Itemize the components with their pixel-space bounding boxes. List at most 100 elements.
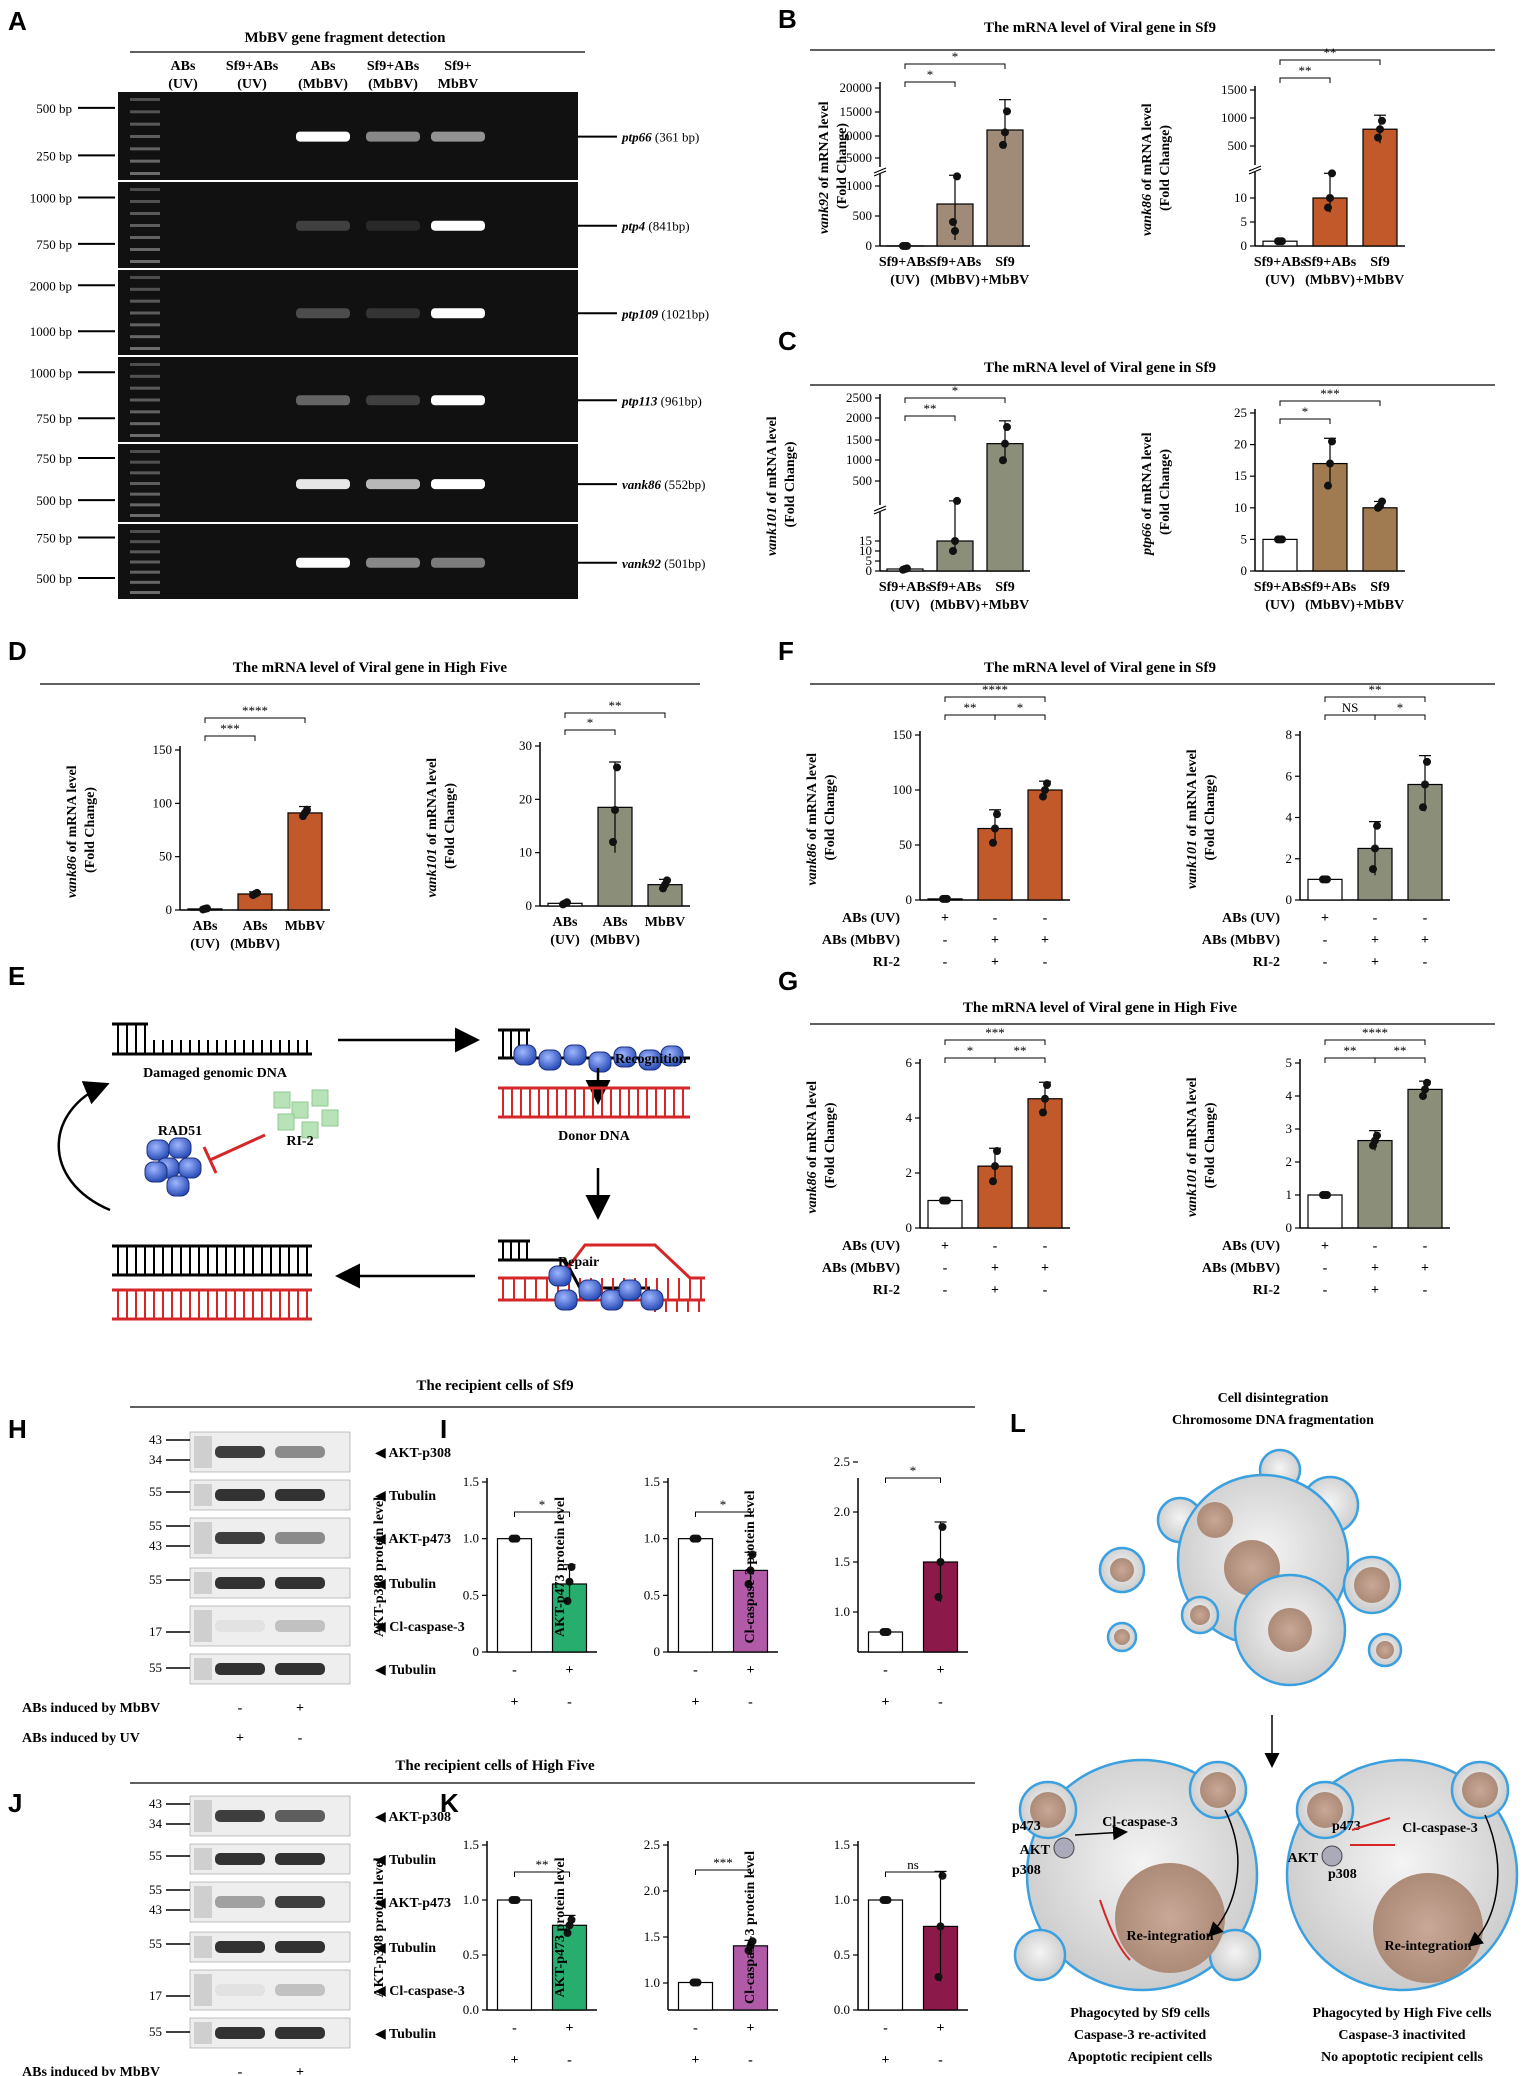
data-point	[1369, 865, 1377, 874]
condition-sign: -	[238, 2065, 243, 2076]
panel-letter: F	[778, 636, 794, 666]
x-tick-label: Sf9	[995, 255, 1014, 270]
condition-sign: +	[937, 2021, 945, 2036]
blot-band	[215, 2027, 265, 2039]
y-tick-label: 10	[859, 543, 872, 558]
x-tick-label: Sf9	[1370, 580, 1389, 595]
panel-b: B The mRNA level of Viral gene in Sf9	[778, 4, 1495, 51]
condition-label: RI-2	[1253, 1283, 1280, 1298]
significance-label: ***	[985, 1025, 1005, 1040]
data-point	[1039, 1108, 1047, 1117]
data-point	[611, 806, 619, 814]
data-point	[1328, 437, 1336, 446]
marker-label: 1000 bp	[30, 190, 72, 205]
chart-K-3: 0.0 0.5 1.0 1.5 Cl-caspase-3 protein level ns…	[743, 1837, 968, 2068]
data-point	[1278, 535, 1286, 544]
data-point	[567, 1563, 576, 1571]
data-point	[746, 1566, 755, 1575]
gel-band	[296, 395, 350, 406]
y-tick-label: 1000	[846, 452, 872, 467]
condition-sign: +	[566, 1663, 574, 1678]
y-axis-label: vank86 of mRNA level (Fold Change)	[1140, 100, 1173, 236]
y-tick-label: 0	[866, 563, 873, 578]
data-point	[1323, 875, 1331, 884]
y-tick-label: 100	[893, 782, 913, 797]
condition-label: ABs induced by UV	[22, 1731, 140, 1746]
data-point	[1423, 1078, 1431, 1087]
x-tick-label: MbBV	[285, 919, 325, 934]
y-tick-label: 1.0	[644, 1531, 660, 1546]
gel-band	[366, 131, 420, 142]
x-tick-label: +MbBV	[981, 273, 1029, 288]
panel-e: E Damaged genomic DNA Recognition Donor …	[8, 961, 705, 1321]
data-point	[883, 1896, 892, 1904]
marker-label: 2000 bp	[30, 278, 72, 293]
gene-label: ptp66 (361 bp)	[621, 130, 699, 145]
blot-row-label: ◀ Tubulin	[375, 1663, 436, 1678]
x-tick-label: Sf9+ABs	[879, 580, 932, 595]
data-point	[1373, 1131, 1381, 1140]
condition-sign: -	[748, 1695, 753, 1710]
l-left-line1: Phagocyted by Sf9 cells	[1070, 2006, 1210, 2021]
condition-label: ABs induced by MbBV	[22, 2065, 160, 2076]
data-point	[609, 838, 617, 846]
reintegration-label: Re-integration	[1126, 1929, 1213, 1944]
chart-K-1: 0.0 0.5 1.0 1.5 AKT-p308 protein level ** - + + -	[372, 1837, 597, 2068]
y-tick-label: 20	[1234, 437, 1247, 452]
data-point	[693, 1978, 702, 1987]
condition-sign: +	[236, 1731, 244, 1746]
bar	[496, 1899, 533, 2011]
blot-band	[215, 1577, 265, 1589]
significance-label: ns	[907, 1857, 919, 1872]
data-point	[567, 1915, 576, 1924]
data-point	[1423, 757, 1431, 766]
y-axis-label: vank101 of mRNA level (Fold Change)	[1185, 746, 1218, 889]
y-tick-label: 50	[899, 837, 912, 852]
condition-sign: +	[882, 1695, 890, 1710]
data-point	[565, 1577, 574, 1586]
gel-band	[366, 308, 420, 319]
clcasp-label: Cl-caspase-3	[1402, 1821, 1477, 1836]
condition-sign: +	[1371, 1261, 1379, 1276]
y-tick-label: 0	[654, 1644, 661, 1659]
condition-sign: -	[1323, 1283, 1328, 1298]
ri2-inhibitor	[273, 1089, 339, 1139]
blot-band	[275, 1984, 325, 1996]
gene-label: ptp109 (1021bp)	[621, 306, 709, 321]
data-point	[1043, 1081, 1051, 1089]
y-tick-label: 5000	[846, 150, 872, 165]
y-tick-label: 150	[893, 727, 913, 742]
data-point	[1043, 779, 1051, 788]
chart-B-right: 0 5 10 500 1000 1500 vank86 of mRNA level (Fol…	[1140, 45, 1405, 288]
y-tick-label: 500	[1228, 138, 1248, 153]
data-point	[1419, 1092, 1427, 1100]
data-point	[953, 172, 961, 181]
x-tick-label: ABs	[193, 919, 218, 934]
bar	[551, 1583, 588, 1653]
significance-label: **	[1344, 1043, 1357, 1058]
lane-label: ABs	[311, 59, 336, 74]
gel-band	[366, 220, 420, 231]
data-point	[903, 564, 911, 573]
y-axis-label: Cl-caspase-3 protein level	[743, 1851, 758, 2004]
data-point	[951, 537, 959, 545]
bar	[677, 1981, 714, 2011]
gel-band	[366, 395, 420, 406]
blot-row-label: ◀ Tubulin	[375, 1941, 436, 1956]
significance-label: **	[1324, 45, 1337, 60]
panel-g: G The mRNA level of Viral gene in High F…	[778, 966, 1495, 1025]
x-tick-label: (UV)	[1265, 273, 1295, 288]
significance-label: *	[1302, 404, 1309, 419]
y-axis-label: AKT-p473 protein level	[553, 1857, 568, 1997]
repair-complex	[498, 1239, 705, 1312]
significance-label: ****	[1362, 1025, 1388, 1040]
condition-sign: +	[941, 1239, 949, 1254]
data-point	[936, 1922, 945, 1931]
mw-label: 55	[149, 1848, 162, 1863]
condition-sign: -	[238, 1701, 243, 1716]
condition-sign: +	[1041, 1261, 1049, 1276]
significance-label: *	[539, 1497, 546, 1512]
condition-sign: -	[567, 2053, 572, 2068]
